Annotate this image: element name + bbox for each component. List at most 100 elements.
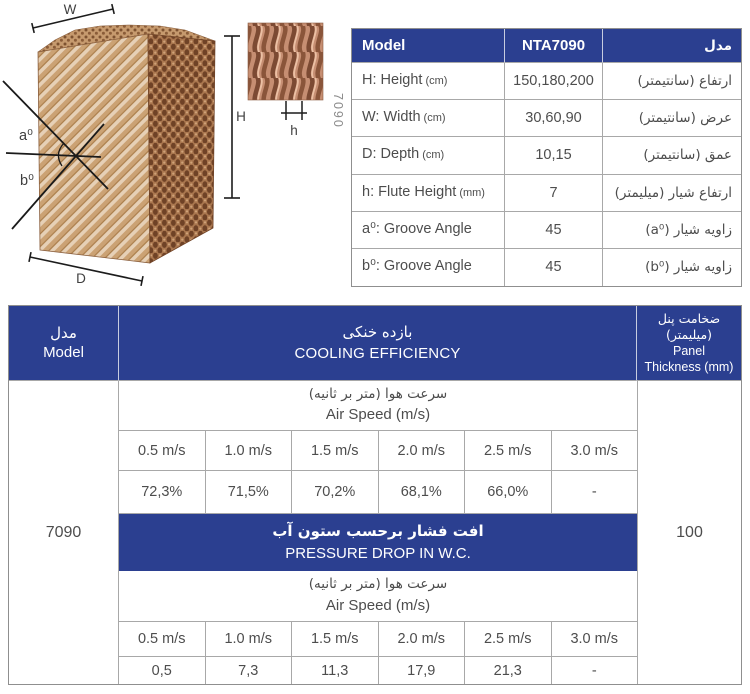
speed-header-cell: 2.0 m/s xyxy=(379,431,465,470)
depth-dimension xyxy=(28,251,144,287)
spec-row-label-fa: زاویه شیار (a⁰) xyxy=(603,211,741,249)
perf-header-thickness-fa: ضخامت پنل xyxy=(657,310,721,326)
perf-model-value: 7090 xyxy=(9,381,119,684)
speed-header-cell: 2.5 m/s xyxy=(465,431,552,470)
width-label: W xyxy=(64,2,77,17)
perf-middle-section: سرعت هوا (متر بر ثانیه) Air Speed (m/s) … xyxy=(119,381,637,684)
width-dimension xyxy=(31,3,115,34)
perf-header-thickness-fa-unit: (میلیمتر) xyxy=(665,326,713,342)
perf-header-thickness-en1: Panel xyxy=(673,344,705,358)
efficiency-value-row: 72,3% 71,5% 70,2% 68,1% 66,0% - xyxy=(119,471,637,514)
perf-header-model: مدل Model xyxy=(9,306,119,381)
air-speed-label-en: Air Speed (m/s) xyxy=(325,406,431,424)
pad-side-face xyxy=(147,33,216,264)
spec-label-unit: (cm) xyxy=(423,112,446,125)
spec-label-text: h: Flute Height xyxy=(362,183,457,200)
spec-label-unit: (cm) xyxy=(422,149,445,162)
speed-header-cell: 0.5 m/s xyxy=(119,622,206,656)
speed-header-cell: 0.5 m/s xyxy=(119,431,206,470)
speed-header-cell: 1.5 m/s xyxy=(292,431,379,470)
air-speed-label-row: سرعت هوا (متر بر ثانیه) Air Speed (m/s) xyxy=(119,571,637,622)
flute-height-dimension xyxy=(281,101,307,120)
speed-header-cell: 1.0 m/s xyxy=(206,622,292,656)
cooling-pad-block xyxy=(37,24,216,264)
pressure-value-cell: 17,9 xyxy=(379,657,465,684)
spec-row-value: 150,180,200 xyxy=(505,63,603,101)
spec-label-text: a⁰: Groove Angle xyxy=(362,220,472,237)
perf-header-thickness-en2: Thickness (mm) xyxy=(644,360,734,375)
air-speed-label-en: Air Speed (m/s) xyxy=(325,596,431,614)
groove-angle-lines xyxy=(2,80,109,230)
efficiency-value-cell: - xyxy=(591,484,597,500)
perf-header-panel-thickness: ضخامت پنل (میلیمتر) Panel Thickness (mm) xyxy=(637,306,741,381)
speed-header-cell: 3.0 m/s xyxy=(570,631,619,647)
spec-row-label-fa: ارتفاع (سانتیمتر) xyxy=(603,63,741,101)
flute-height-label: h xyxy=(290,123,298,138)
spec-row-value: 7 xyxy=(505,174,603,212)
pressure-value-row: 0,5 7,3 11,3 17,9 21,3 - xyxy=(119,657,637,684)
height-dimension xyxy=(224,35,240,199)
pressure-drop-band: افت فشار برحسب ستون آب PRESSURE DROP IN … xyxy=(119,514,637,571)
speed-header-cell: 1.5 m/s xyxy=(292,622,379,656)
groove-angle-a-label: a⁰ xyxy=(19,128,33,144)
spec-header-value: NTA7090 xyxy=(505,29,603,63)
pressure-drop-label-fa: افت فشار برحسب ستون آب xyxy=(272,522,484,540)
depth-label: D xyxy=(76,271,86,286)
spec-row-label-fa: زاویه شیار (b⁰) xyxy=(603,248,741,286)
perf-header-model-en: Model xyxy=(43,344,84,361)
efficiency-value-cell: 71,5% xyxy=(206,471,292,513)
pressure-value-cell: 0,5 xyxy=(119,657,206,684)
spec-row-label-fa: عرض (سانتیمتر) xyxy=(603,100,741,138)
spec-row-label: a⁰: Groove Angle xyxy=(352,211,505,249)
efficiency-value-cell: 68,1% xyxy=(379,471,465,513)
spec-label-text: H: Height xyxy=(362,72,423,88)
speed-header-cell: 2.5 m/s xyxy=(465,622,552,656)
perf-thickness-value: 100 xyxy=(637,381,741,684)
spec-row-label: H: Height (cm) xyxy=(352,63,505,101)
spec-row-label: D: Depth (cm) xyxy=(352,137,505,175)
speed-header-cell: 1.0 m/s xyxy=(206,431,292,470)
spec-label-text: b⁰: Groove Angle xyxy=(362,257,472,274)
pressure-value-cell: 7,3 xyxy=(206,657,292,684)
spec-label-text: D: Depth xyxy=(362,146,420,163)
flute-closeup-image xyxy=(247,22,324,101)
pressure-value-cell: - xyxy=(591,662,597,679)
spec-row-label-fa: ارتفاع شیار (میلیمتر) xyxy=(603,174,741,212)
spec-row-value: 10,15 xyxy=(505,137,603,175)
perf-header-cooling-en: COOLING EFFICIENCY xyxy=(294,345,461,362)
spec-row-label: W: Width (cm) xyxy=(352,100,505,138)
spec-label-text: W: Width xyxy=(362,109,421,126)
spec-header-model-fa: مدل xyxy=(603,29,741,63)
spec-row-value: 30,60,90 xyxy=(505,100,603,138)
air-speed-header-row: 0.5 m/s 1.0 m/s 1.5 m/s 2.0 m/s 2.5 m/s … xyxy=(119,622,637,657)
air-speed-label-fa: سرعت هوا (متر بر ثانیه) xyxy=(308,385,448,402)
efficiency-value-cell: 72,3% xyxy=(119,471,206,513)
speed-header-cell: 2.0 m/s xyxy=(379,622,465,656)
pressure-drop-label-en: PRESSURE DROP IN W.C. xyxy=(285,544,471,562)
pressure-value-cell: 21,3 xyxy=(465,657,552,684)
spec-row-label: b⁰: Groove Angle xyxy=(352,248,505,286)
spec-row-label: h: Flute Height (mm) xyxy=(352,174,505,212)
cooling-pad-illustration: W H D a⁰ b⁰ 7090 xyxy=(2,2,345,287)
perf-header-model-fa: مدل xyxy=(50,323,77,342)
perf-header-cooling-fa: بازده خنکی xyxy=(342,323,413,341)
spec-row-value: 45 xyxy=(505,248,603,286)
pad-front-face xyxy=(37,33,151,264)
height-label: H xyxy=(236,109,246,124)
flute-closeup-model-label: 7090 xyxy=(331,93,345,129)
air-speed-header-row: 0.5 m/s 1.0 m/s 1.5 m/s 2.0 m/s 2.5 m/s … xyxy=(119,431,637,471)
perf-header-cooling-efficiency: بازده خنکی COOLING EFFICIENCY xyxy=(119,306,637,381)
spec-row-label-fa: عمق (سانتیمتر) xyxy=(603,137,741,175)
spec-table: Model NTA7090 مدل H: Height (cm) 150,180… xyxy=(351,28,742,287)
efficiency-value-cell: 66,0% xyxy=(465,471,552,513)
spec-label-unit: (cm) xyxy=(425,75,448,87)
air-speed-label-row: سرعت هوا (متر بر ثانیه) Air Speed (m/s) xyxy=(119,381,637,431)
spec-header-model: Model xyxy=(352,29,505,63)
performance-table: مدل Model بازده خنکی COOLING EFFICIENCY … xyxy=(8,305,742,685)
speed-header-cell: 3.0 m/s xyxy=(570,442,619,459)
groove-angle-b-label: b⁰ xyxy=(20,173,34,189)
pressure-value-cell: 11,3 xyxy=(292,657,379,684)
spec-row-value: 45 xyxy=(505,211,603,249)
air-speed-label-fa: سرعت هوا (متر بر ثانیه) xyxy=(308,576,448,593)
